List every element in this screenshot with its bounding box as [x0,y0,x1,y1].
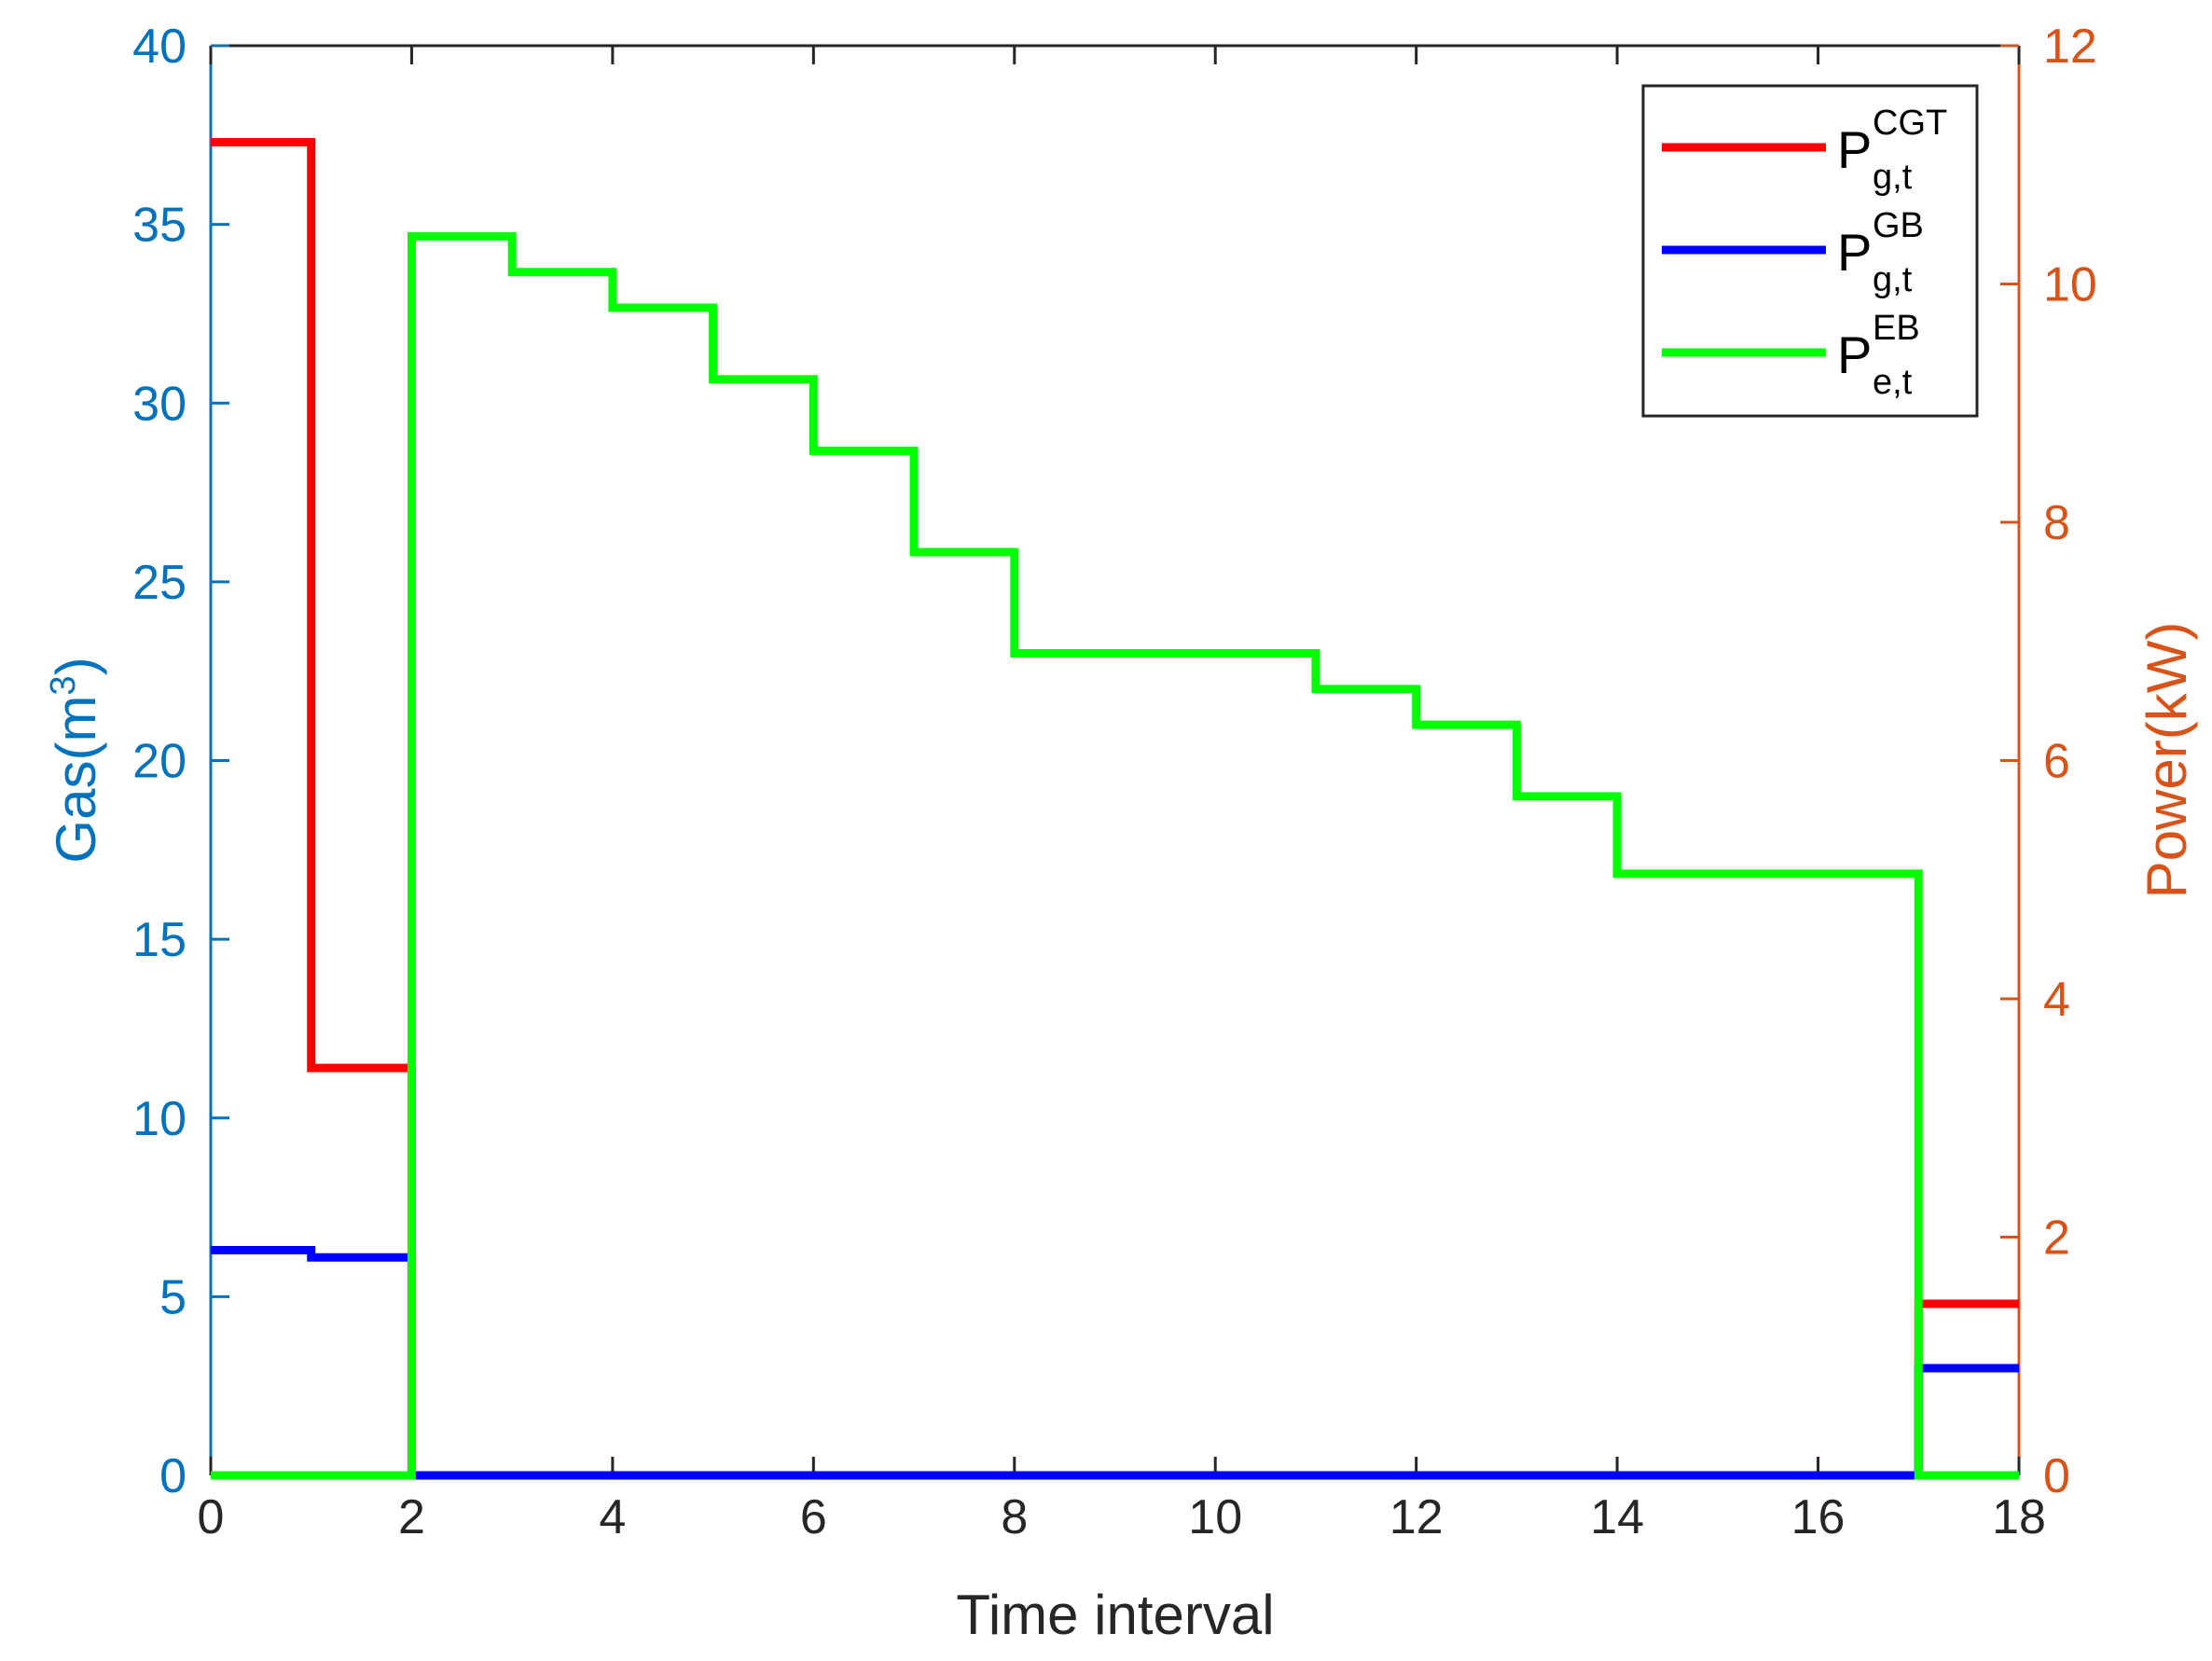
series-line-eb [211,231,2019,1480]
legend-label-eb: PEB e,t [1837,309,1920,402]
right-y-ticks: 0 2 4 6 8 10 12 [2000,20,2097,1503]
x-tick-label: 10 [1188,1490,1242,1544]
right-y-tick-label: 10 [2043,258,2097,312]
x-axis-title: Time interval [956,1584,1274,1646]
x-tick-label: 18 [1992,1490,2046,1544]
right-y-tick-label: 0 [2043,1449,2070,1503]
left-y-tick-label: 40 [132,20,187,74]
left-y-tick-label: 20 [132,735,187,789]
right-y-tick-label: 4 [2043,973,2070,1027]
legend-label-sup: EB [1873,309,1920,348]
legend-label-sub: g,t [1873,260,1913,299]
series-lines [211,137,2019,1480]
left-y-tick-label: 0 [159,1449,187,1503]
legend-label-main: P [1837,223,1872,282]
right-y-tick-label: 12 [2043,20,2097,74]
left-y-tick-label: 15 [132,913,187,967]
legend-label-sub: g,t [1873,158,1913,197]
left-y-ticks: 0 5 10 15 20 25 30 35 40 [132,20,229,1503]
left-y-tick-label: 35 [132,199,187,253]
legend-label-main: P [1837,325,1872,384]
left-y-tick-label: 5 [159,1270,187,1324]
right-y-tick-label: 8 [2043,496,2070,550]
left-y-axis-title: Gas(m3) [44,657,107,863]
left-y-tick-label: 30 [132,377,187,431]
left-y-axis-title-tail: ) [45,657,107,675]
x-tick-label: 8 [1001,1490,1028,1544]
left-y-axis-title-sup: 3 [44,675,83,695]
x-tick-label: 0 [198,1490,225,1544]
x-tick-label: 16 [1791,1490,1846,1544]
legend-label-cgt: PCGT g,t [1837,104,1947,197]
x-tick-label: 4 [599,1490,626,1544]
legend-label-main: P [1837,120,1872,179]
right-y-tick-label: 2 [2043,1211,2070,1266]
right-y-tick-label: 6 [2043,735,2070,789]
left-y-axis-title-base: Gas(m [45,696,107,864]
x-tick-label: 12 [1389,1490,1444,1544]
legend-label-sup: GB [1873,206,1924,245]
legend-label-gb: PGB g,t [1837,206,1924,299]
right-y-axis-title: Power(kW) [2136,622,2198,899]
x-tick-label: 6 [800,1490,827,1544]
left-y-tick-label: 10 [132,1092,187,1146]
legend-label-sup: CGT [1873,104,1947,143]
left-y-tick-label: 25 [132,556,187,610]
legend-label-sub: e,t [1873,363,1913,402]
x-tick-label: 14 [1590,1490,1644,1544]
x-tick-label: 2 [398,1490,425,1544]
